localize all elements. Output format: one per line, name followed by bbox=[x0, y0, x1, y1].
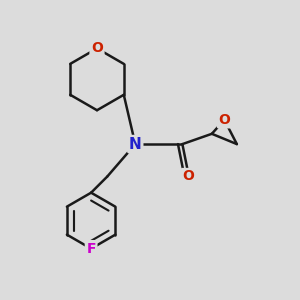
Text: O: O bbox=[91, 41, 103, 56]
Text: N: N bbox=[129, 136, 142, 152]
Text: O: O bbox=[182, 169, 194, 184]
Text: O: O bbox=[218, 113, 230, 127]
Text: F: F bbox=[86, 242, 96, 256]
